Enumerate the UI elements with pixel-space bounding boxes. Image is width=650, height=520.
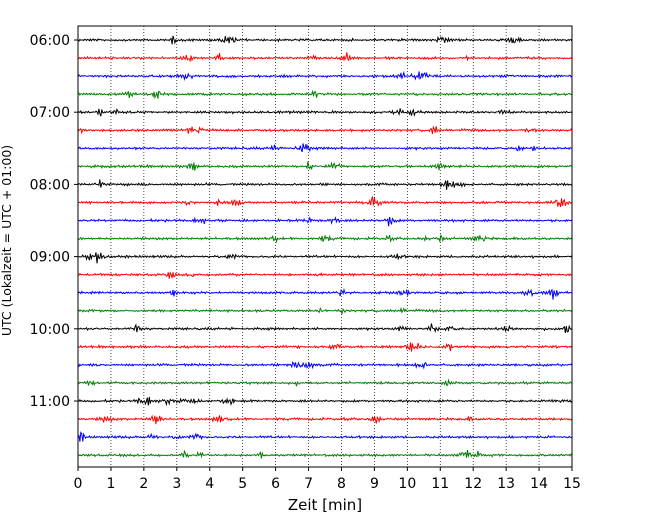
trace-line: [77, 361, 573, 370]
y-axis-ticks: 06:00 07:00 08:00 09:00 10:00 11:00: [30, 33, 78, 410]
trace-line: [77, 342, 573, 352]
x-tick-label: 15: [563, 476, 581, 492]
trace-line: [77, 271, 573, 279]
trace-line: [77, 179, 573, 190]
trace-line: [77, 216, 573, 227]
x-tick-label: 10: [398, 476, 416, 492]
plot-frame: [77, 25, 573, 468]
trace-line: [77, 143, 573, 153]
trace-line: [77, 70, 573, 81]
y-tick-label: 07:00: [30, 105, 70, 121]
x-axis-ticks: 0 1 2 3 4 5 6 7 8 9 10 11 12 13 14 15: [74, 467, 581, 492]
x-tick-label: 14: [530, 476, 548, 492]
trace-line: [77, 125, 573, 135]
trace-line: [77, 52, 573, 63]
x-axis-label: Zeit [min]: [288, 496, 362, 514]
trace-line: [77, 108, 573, 118]
x-tick-label: 6: [271, 476, 280, 492]
y-axis-label: UTC (Lokalzeit = UTC + 01:00): [0, 145, 14, 336]
trace-line: [77, 449, 573, 459]
trace-line: [77, 161, 573, 171]
x-tick-label: 7: [304, 476, 313, 492]
trace-line: [77, 233, 573, 244]
trace-line: [77, 89, 573, 100]
trace-line: [77, 431, 573, 442]
x-tick-label: 12: [464, 476, 482, 492]
x-tick-label: 2: [139, 476, 148, 492]
trace-line: [77, 306, 573, 315]
x-tick-label: 0: [74, 476, 83, 492]
y-tick-label: 10:00: [30, 322, 70, 338]
y-tick-label: 11:00: [30, 394, 70, 410]
x-tick-label: 4: [205, 476, 214, 492]
trace-rows: [77, 35, 573, 459]
y-tick-label: 06:00: [30, 33, 70, 49]
x-tick-label: 8: [337, 476, 346, 492]
y-tick-label: 09:00: [30, 250, 70, 266]
x-tick-label: 13: [497, 476, 515, 492]
x-tick-label: 5: [238, 476, 247, 492]
trace-line: [77, 288, 573, 300]
trace-line: [77, 378, 573, 387]
x-tick-label: 1: [106, 476, 115, 492]
trace-line: [77, 35, 573, 45]
x-tick-label: 11: [431, 476, 449, 492]
trace-line: [77, 196, 573, 208]
trace-line: [77, 414, 573, 425]
x-tick-label: 3: [172, 476, 181, 492]
trace-line: [77, 323, 573, 334]
trace-line: [77, 396, 573, 407]
y-tick-label: 08:00: [30, 177, 70, 193]
x-tick-label: 9: [370, 476, 379, 492]
trace-line: [77, 252, 573, 264]
